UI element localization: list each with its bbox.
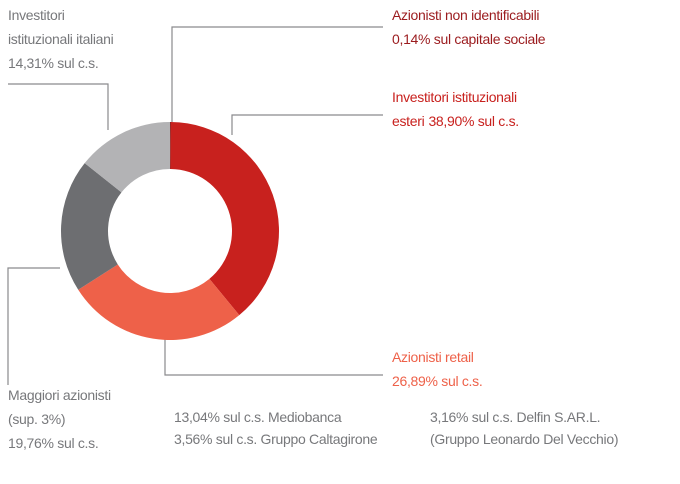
slice-label: Azionisti non identificabili 0,14% sul ca…: [392, 7, 546, 47]
annotation: (Gruppo Leonardo Del Vecchio): [430, 431, 618, 447]
slice-label: Azionisti retail 26,89% sul c.s.: [392, 349, 482, 389]
slice-label: Investitori istituzionali italiani 14,31% …: [8, 7, 114, 71]
donut-slice: [170, 122, 171, 170]
label-line: Maggiori azionisti: [8, 387, 111, 403]
annotation: 13,04% sul c.s. Mediobanca: [174, 409, 342, 425]
annotation: 3,56% sul c.s. Gruppo Caltagirone: [174, 431, 378, 447]
slice-label: Investitori istituzionali esteri 38,90% su…: [392, 89, 519, 129]
value-label: 19,76% sul c.s.: [8, 435, 98, 451]
slice-label: Maggiori azionisti (sup. 3%) 19,76% sul c.…: [8, 387, 111, 451]
value-label: 38,90% sul c.s.: [428, 113, 518, 129]
label-line: Investitori: [8, 7, 65, 23]
leader-line: [164, 333, 383, 376]
leader-line: [8, 83, 109, 130]
donut-slice: [61, 163, 122, 290]
annotation: 3,16% sul c.s. Delfin S.AR.L.: [430, 409, 600, 425]
leader-line: [231, 114, 383, 135]
label-line: esteri: [392, 113, 425, 129]
value-label: 14,31% sul c.s.: [8, 55, 98, 71]
value-label: 0,14% sul capitale sociale: [392, 31, 546, 47]
label-line: Investitori istituzionali: [392, 89, 517, 105]
value-label: 26,89% sul c.s.: [392, 373, 482, 389]
label-line: Azionisti retail: [392, 349, 474, 365]
donut-slice: [170, 122, 279, 316]
leader-line: [7, 267, 60, 385]
leader-line: [171, 26, 383, 122]
label-line: Azionisti non identificabili: [392, 7, 539, 23]
donut-slice: [84, 122, 170, 193]
label-line: istituzionali italiani: [8, 31, 114, 47]
label-line: (sup. 3%): [8, 411, 65, 427]
donut-slice: [78, 264, 240, 341]
